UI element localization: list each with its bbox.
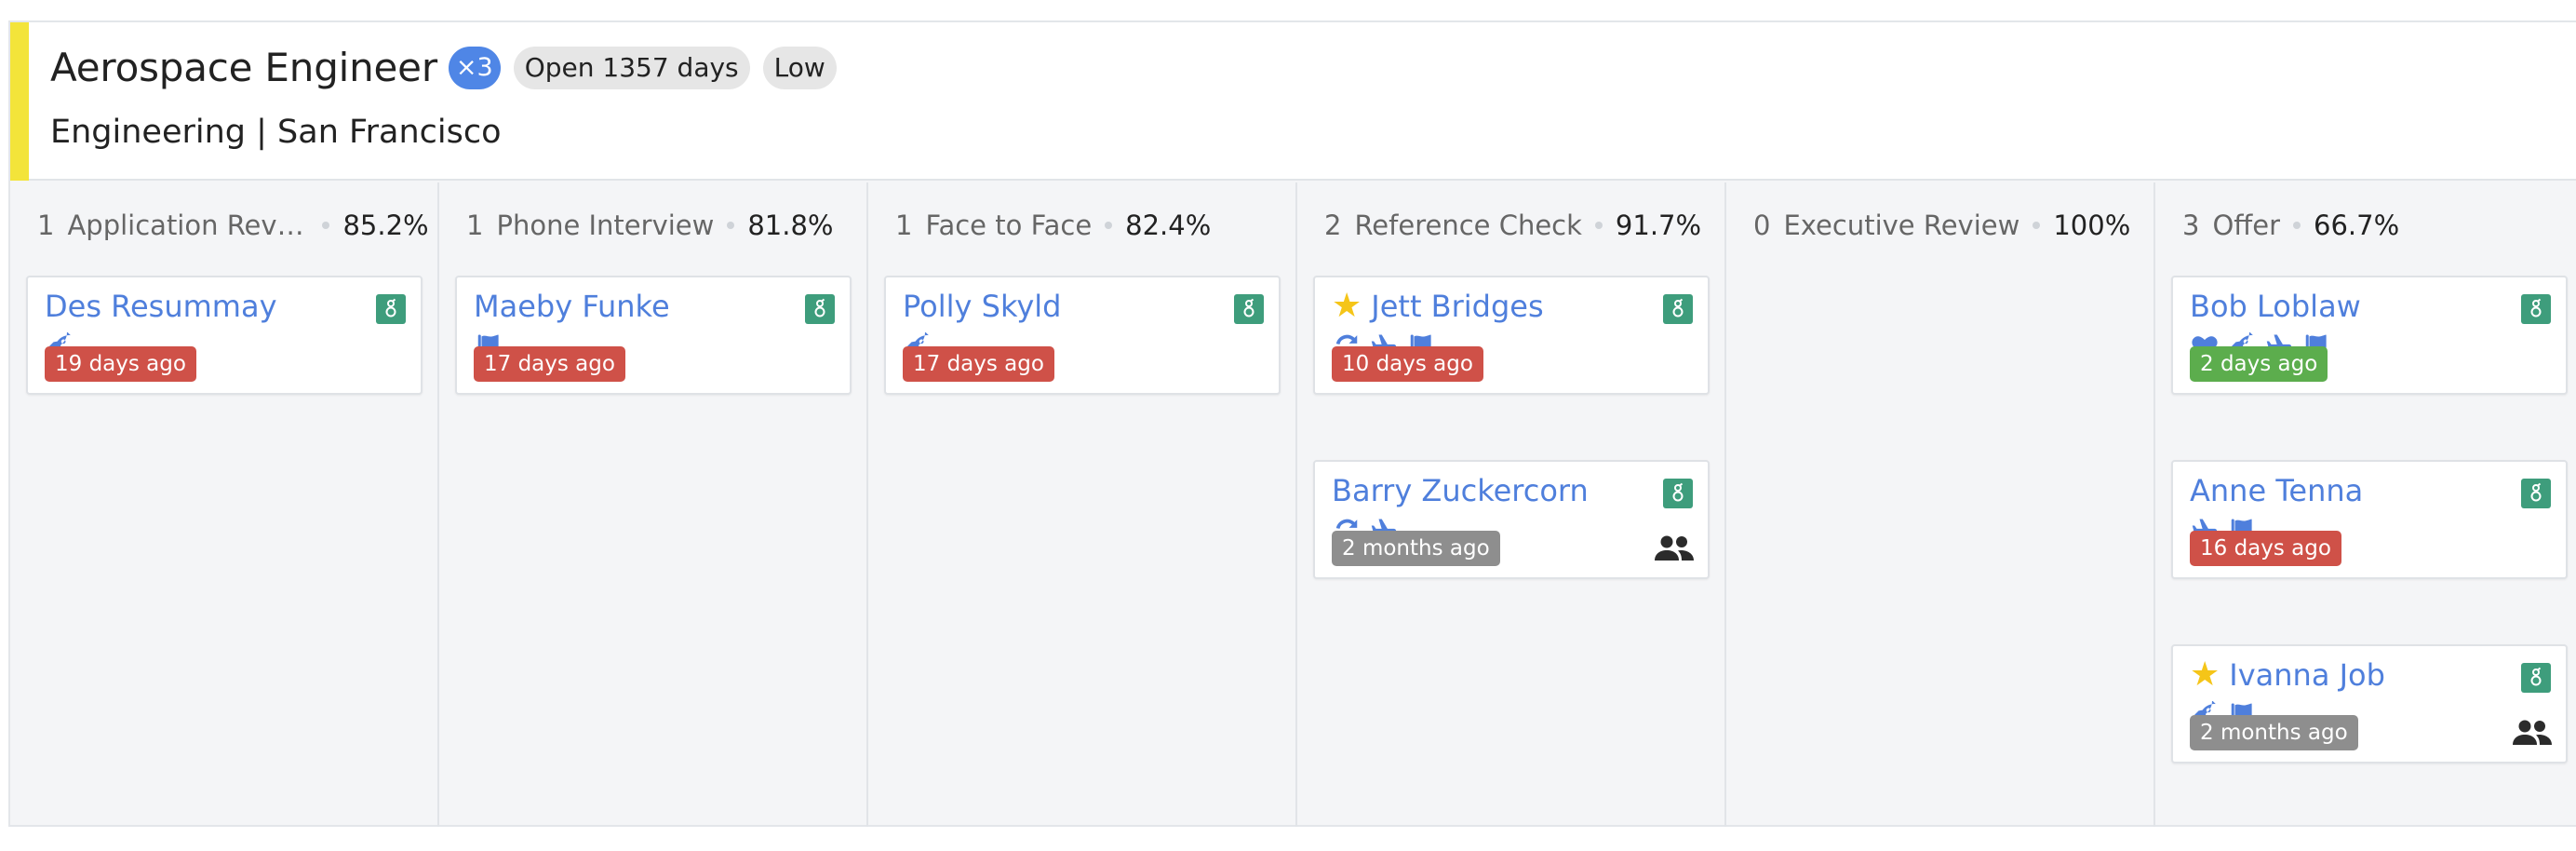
candidate-tags-row	[45, 331, 74, 361]
separator-dot	[2293, 222, 2301, 229]
stage-conversion-percent: 66.7%	[2314, 209, 2400, 241]
candidate-name-row: ★ Ivanna Job	[2190, 657, 2385, 693]
stage-conversion-percent: 82.4%	[1125, 209, 1212, 241]
star-icon: ★	[1332, 287, 1362, 325]
candidate-name-row: Des Resummay	[45, 289, 277, 324]
time-in-stage-badge: 2 months ago	[2190, 715, 2358, 750]
candidate-card[interactable]: Des Resummay 19 days ago	[26, 276, 423, 395]
time-in-stage-badge: 2 days ago	[2190, 346, 2328, 382]
stage-name: Reference Check	[1354, 209, 1582, 241]
stage-column-offer: 3 Offer 66.7% Bob Loblaw 2 days ago Anne Tenn…	[2155, 182, 2576, 827]
candidate-card[interactable]: Bob Loblaw 2 days ago	[2171, 276, 2568, 395]
stage-name: Face to Face	[925, 209, 1093, 241]
stage-count: 3	[2182, 209, 2200, 241]
stage-conversion-percent: 81.8%	[747, 209, 834, 241]
greenhouse-badge-icon[interactable]	[805, 294, 835, 324]
users-icon	[2512, 719, 2553, 747]
greenhouse-badge-icon[interactable]	[2521, 663, 2551, 693]
job-subtitle: Engineering | San Francisco	[50, 114, 502, 151]
greenhouse-badge-icon[interactable]	[2521, 294, 2551, 324]
stage-count: 1	[37, 209, 55, 241]
priority-badge: Low	[762, 46, 837, 89]
rocket-icon	[903, 331, 932, 361]
time-in-stage-badge: 17 days ago	[903, 346, 1054, 382]
greenhouse-badge-icon[interactable]	[1663, 479, 1693, 508]
stage-count: 2	[1324, 209, 1342, 241]
job-header: Aerospace Engineer ×3 Open 1357 days Low…	[10, 22, 2576, 181]
time-in-stage-badge: 16 days ago	[2190, 531, 2341, 566]
open-days-badge: Open 1357 days	[513, 46, 750, 89]
separator-dot	[2033, 222, 2041, 229]
rocket-icon	[2190, 700, 2220, 730]
separator-dot	[1594, 222, 1603, 229]
stage-header[interactable]: 0 Executive Review 100%	[1726, 207, 2153, 244]
greenhouse-badge-icon[interactable]	[2521, 479, 2551, 508]
candidate-name-link[interactable]: Ivanna Job	[2229, 657, 2385, 693]
time-in-stage-badge: 2 months ago	[1332, 531, 1500, 566]
users-icon	[1654, 534, 1695, 562]
job-title-row: Aerospace Engineer ×3 Open 1357 days Low	[50, 45, 837, 90]
stage-header[interactable]: 1 Face to Face 82.4%	[868, 207, 1295, 244]
stage-name: Executive Review	[1783, 209, 2020, 241]
candidate-card[interactable]: Maeby Funke 17 days ago	[455, 276, 852, 395]
candidate-name-row: Barry Zuckercorn	[1332, 473, 1589, 508]
star-icon: ★	[2190, 655, 2220, 694]
candidate-card[interactable]: ★ Ivanna Job 2 months ago	[2171, 644, 2568, 763]
stage-name: Phone Interview	[496, 209, 715, 241]
separator-dot	[727, 222, 735, 229]
candidate-name-row: Maeby Funke	[474, 289, 670, 324]
separator-dot	[1105, 222, 1113, 229]
time-in-stage-badge: 19 days ago	[45, 346, 196, 382]
stage-column-face-to-face: 1 Face to Face 82.4% Polly Skyld 17 days ago	[868, 182, 1297, 827]
stage-conversion-percent: 100%	[2053, 209, 2131, 241]
candidate-tags-row	[903, 331, 932, 361]
candidate-card[interactable]: Barry Zuckercorn 2 months ago	[1313, 460, 1710, 579]
rocket-icon	[45, 331, 74, 361]
stage-header[interactable]: 1 Application Revi… 85.2%	[10, 207, 437, 244]
candidate-name-link[interactable]: Des Resummay	[45, 289, 277, 324]
openings-badge: ×3	[448, 46, 501, 89]
candidate-card[interactable]: Polly Skyld 17 days ago	[884, 276, 1281, 395]
greenhouse-badge-icon[interactable]	[1663, 294, 1693, 324]
stages-container: 1 Application Revi… 85.2% Des Resummay 19 da…	[10, 182, 2576, 827]
candidate-name-link[interactable]: Polly Skyld	[903, 289, 1062, 324]
stage-name: Application Revi…	[67, 209, 310, 241]
candidate-name-row: ★ Jett Bridges	[1332, 289, 1544, 324]
job-accent-bar	[10, 22, 29, 181]
stage-conversion-percent: 85.2%	[342, 209, 429, 241]
candidate-name-link[interactable]: Anne Tenna	[2190, 473, 2364, 508]
stage-count: 1	[466, 209, 484, 241]
job-title[interactable]: Aerospace Engineer	[50, 45, 437, 90]
time-in-stage-badge: 10 days ago	[1332, 346, 1483, 382]
rocket-icon	[2227, 331, 2257, 361]
greenhouse-badge-icon[interactable]	[1234, 294, 1264, 324]
stage-conversion-percent: 91.7%	[1615, 209, 1702, 241]
stage-column-reference-check: 2 Reference Check 91.7% ★ Jett Bridges 10 day…	[1297, 182, 1726, 827]
stage-column-phone-interview: 1 Phone Interview 81.8% Maeby Funke 17 days …	[439, 182, 868, 827]
candidate-name-row: Polly Skyld	[903, 289, 1061, 324]
candidate-name-link[interactable]: Jett Bridges	[1371, 289, 1544, 324]
candidate-name-link[interactable]: Barry Zuckercorn	[1332, 473, 1589, 508]
candidate-card[interactable]: ★ Jett Bridges 10 days ago	[1313, 276, 1710, 395]
greenhouse-badge-icon[interactable]	[376, 294, 406, 324]
candidate-name-row: Anne Tenna	[2190, 473, 2363, 508]
pipeline-board: Aerospace Engineer ×3 Open 1357 days Low…	[8, 20, 2576, 827]
stage-column-application-review: 1 Application Revi… 85.2% Des Resummay 19 da…	[10, 182, 439, 827]
stage-count: 0	[1753, 209, 1771, 241]
stage-header[interactable]: 2 Reference Check 91.7%	[1297, 207, 1724, 244]
candidate-name-row: Bob Loblaw	[2190, 289, 2361, 324]
candidate-card[interactable]: Anne Tenna 16 days ago	[2171, 460, 2568, 579]
stage-name: Offer	[2212, 209, 2281, 241]
stage-column-executive-review: 0 Executive Review 100%	[1726, 182, 2155, 827]
candidate-name-link[interactable]: Bob Loblaw	[2190, 289, 2361, 324]
time-in-stage-badge: 17 days ago	[474, 346, 625, 382]
stage-count: 1	[895, 209, 913, 241]
candidate-name-link[interactable]: Maeby Funke	[474, 289, 670, 324]
stage-header[interactable]: 3 Offer 66.7%	[2155, 207, 2576, 244]
separator-dot	[322, 222, 330, 229]
stage-header[interactable]: 1 Phone Interview 81.8%	[439, 207, 866, 244]
